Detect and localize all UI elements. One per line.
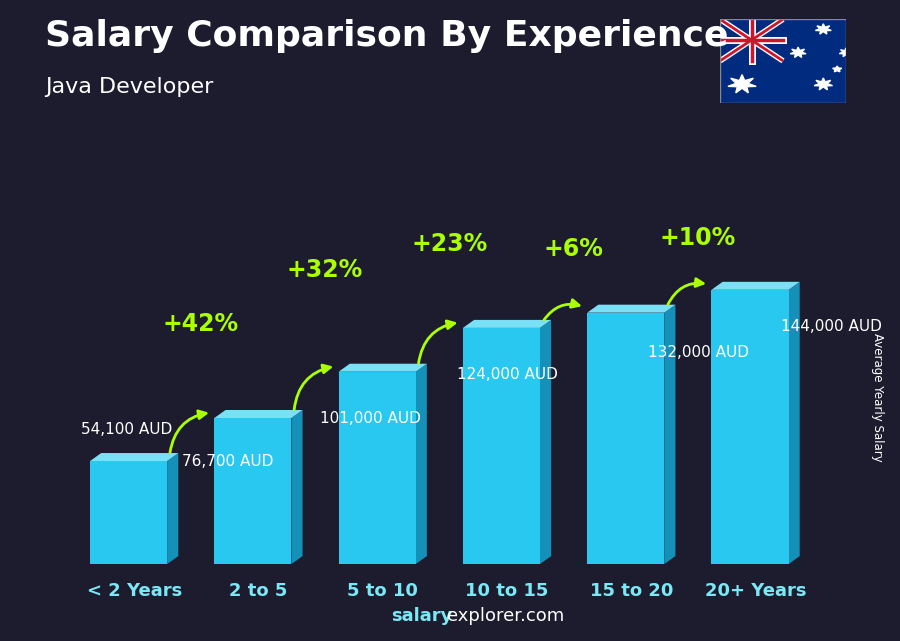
Polygon shape <box>338 363 427 372</box>
Text: 5 to 10: 5 to 10 <box>347 583 419 601</box>
Polygon shape <box>790 47 806 58</box>
Text: Average Yearly Salary: Average Yearly Salary <box>871 333 884 462</box>
Text: < 2 Years: < 2 Years <box>86 583 182 601</box>
Text: Java Developer: Java Developer <box>45 77 213 97</box>
Text: +10%: +10% <box>660 226 736 250</box>
Polygon shape <box>712 290 788 564</box>
Polygon shape <box>712 282 800 290</box>
Polygon shape <box>463 328 540 564</box>
Polygon shape <box>167 453 178 564</box>
Polygon shape <box>214 418 292 564</box>
Polygon shape <box>788 282 800 564</box>
Polygon shape <box>463 320 551 328</box>
Polygon shape <box>664 304 675 564</box>
Polygon shape <box>416 363 427 564</box>
Text: +42%: +42% <box>163 312 239 336</box>
Text: 144,000 AUD: 144,000 AUD <box>781 319 882 334</box>
Polygon shape <box>214 410 302 418</box>
Polygon shape <box>839 48 853 56</box>
Polygon shape <box>814 78 832 90</box>
Text: 15 to 20: 15 to 20 <box>590 583 673 601</box>
Polygon shape <box>338 372 416 564</box>
Text: 76,700 AUD: 76,700 AUD <box>183 454 274 469</box>
Text: +32%: +32% <box>287 258 363 282</box>
Polygon shape <box>292 410 302 564</box>
Polygon shape <box>90 461 167 564</box>
Text: +6%: +6% <box>544 237 604 262</box>
Text: 10 to 15: 10 to 15 <box>465 583 549 601</box>
Text: 132,000 AUD: 132,000 AUD <box>648 345 749 360</box>
Text: +23%: +23% <box>411 231 488 256</box>
Text: explorer.com: explorer.com <box>447 607 564 625</box>
Polygon shape <box>90 453 178 461</box>
Text: 101,000 AUD: 101,000 AUD <box>320 411 421 426</box>
Text: 54,100 AUD: 54,100 AUD <box>81 422 173 437</box>
Polygon shape <box>587 313 664 564</box>
Text: salary: salary <box>392 607 453 625</box>
Polygon shape <box>815 24 832 34</box>
Polygon shape <box>587 304 675 313</box>
Text: 20+ Years: 20+ Years <box>705 583 806 601</box>
Text: 124,000 AUD: 124,000 AUD <box>457 367 558 382</box>
Polygon shape <box>832 66 842 72</box>
Polygon shape <box>728 74 756 93</box>
Polygon shape <box>540 320 551 564</box>
Text: 2 to 5: 2 to 5 <box>230 583 288 601</box>
Text: Salary Comparison By Experience: Salary Comparison By Experience <box>45 19 728 53</box>
